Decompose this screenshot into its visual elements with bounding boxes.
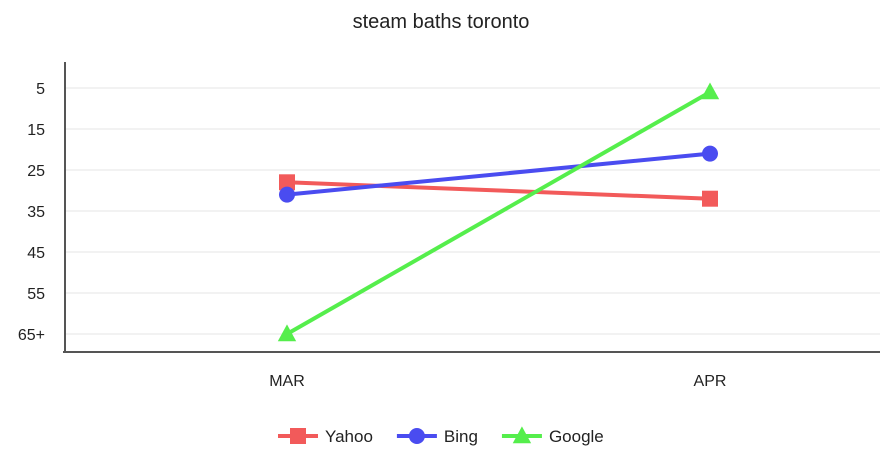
legend-item-bing[interactable]: Bing [396, 427, 478, 446]
y-tick-label-2: 25 [27, 163, 45, 180]
y-tick-label-6: 65+ [18, 327, 45, 344]
series-line-google [285, 90, 712, 336]
y-tick-label-5: 55 [27, 286, 45, 303]
grid-lines [65, 87, 880, 335]
y-tick-label-0: 5 [36, 81, 45, 98]
legend: Yahoo Bing Google [278, 426, 604, 446]
legend-item-yahoo[interactable]: Yahoo [278, 427, 373, 446]
axes [63, 62, 880, 353]
y-axis-ticks: 5 15 25 35 45 55 65+ [18, 81, 45, 344]
x-axis-ticks: MAR APR [269, 373, 726, 390]
legend-marker-yahoo [290, 428, 306, 444]
data-point-google-mar [277, 324, 297, 342]
data-point-yahoo-apr [702, 190, 718, 207]
x-tick-label-apr: APR [694, 373, 727, 390]
legend-item-google[interactable]: Google [501, 426, 604, 446]
data-point-bing-mar [279, 186, 295, 203]
legend-marker-bing [408, 428, 425, 444]
data-point-google-apr [700, 82, 720, 100]
legend-label-yahoo: Yahoo [325, 427, 373, 446]
chart-title: steam baths toronto [353, 11, 530, 33]
y-tick-label-4: 45 [27, 245, 45, 262]
legend-label-google: Google [549, 427, 604, 446]
series-yahoo [279, 174, 718, 207]
data-point-bing-apr [702, 145, 718, 162]
series-google [277, 82, 720, 342]
legend-label-bing: Bing [444, 427, 478, 446]
series-bing [279, 145, 718, 203]
x-tick-label-mar: MAR [269, 373, 305, 390]
data-point-yahoo-mar [279, 174, 295, 191]
legend-marker-google [512, 426, 532, 444]
y-tick-label-3: 35 [27, 204, 45, 221]
series-line-yahoo [285, 180, 712, 201]
y-tick-label-1: 15 [27, 122, 45, 139]
series [277, 82, 720, 342]
series-line-bing [285, 151, 712, 197]
